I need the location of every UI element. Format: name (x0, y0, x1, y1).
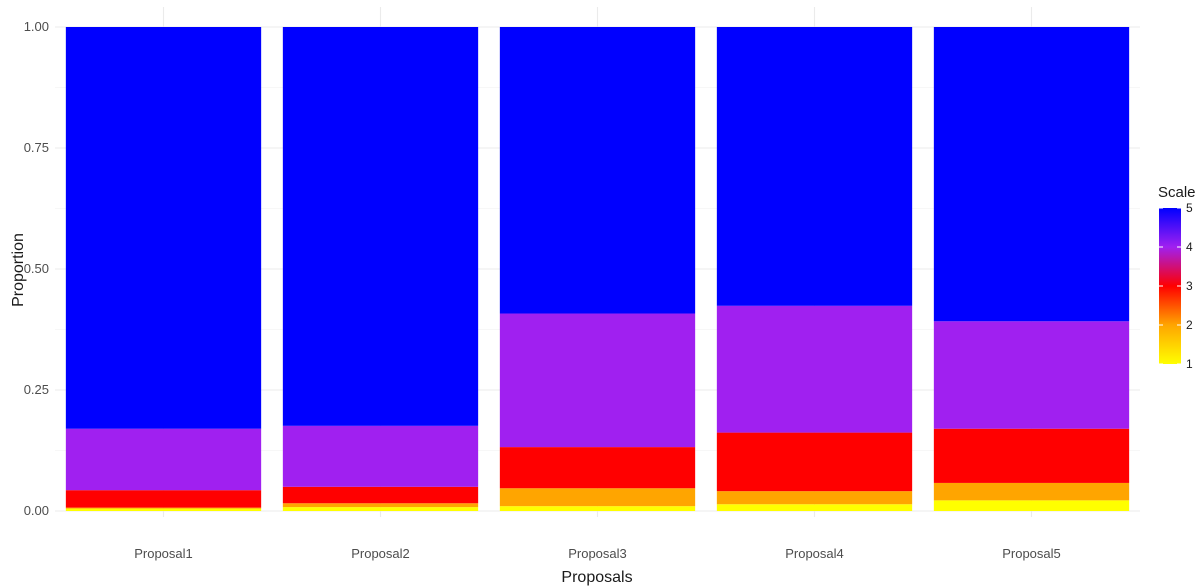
y-tick-label: 0.50 (24, 261, 49, 276)
bar-segment-proposal4-scale-4 (716, 305, 913, 433)
x-tick-label: Proposal3 (568, 546, 627, 561)
legend-tick-label: 3 (1186, 279, 1193, 293)
legend-ticks: 1 2 3 4 5 (1159, 201, 1193, 371)
x-tick-label: Proposal2 (351, 546, 410, 561)
bar-segment-proposal4-scale-5 (716, 27, 913, 306)
y-tick-label: 0.00 (24, 503, 49, 518)
bar-segment-proposal2-scale-2 (282, 503, 479, 508)
legend-title: Scale (1158, 184, 1196, 201)
x-axis-ticks: Proposal1 Proposal2 Proposal3 Proposal4 Prop… (134, 546, 1061, 561)
x-tick-label: Proposal4 (785, 546, 844, 561)
y-tick-label: 0.25 (24, 382, 49, 397)
bar-segment-proposal5-scale-2 (933, 482, 1130, 501)
legend-tick-label: 1 (1186, 357, 1193, 371)
bar-segment-proposal1-scale-1 (65, 508, 262, 511)
bar-segment-proposal3-scale-2 (499, 488, 696, 507)
bar-segment-proposal3-scale-3 (499, 447, 696, 489)
y-axis-title: Proportion (10, 233, 27, 307)
x-tick-label: Proposal5 (1002, 546, 1061, 561)
bar-segment-proposal5-scale-1 (933, 500, 1130, 511)
bar-segment-proposal2-scale-5 (282, 27, 479, 426)
bar-segment-proposal3-scale-1 (499, 506, 696, 511)
bar-segment-proposal3-scale-5 (499, 27, 696, 314)
bar-segment-proposal3-scale-4 (499, 313, 696, 448)
legend-tick-label: 2 (1186, 318, 1193, 332)
bars (65, 27, 1130, 511)
legend-tick-label: 4 (1186, 240, 1193, 254)
bar-segment-proposal1-scale-4 (65, 428, 262, 491)
legend-colorbar (1159, 208, 1181, 364)
bar-segment-proposal4-scale-1 (716, 504, 913, 511)
bar-segment-proposal1-scale-5 (65, 27, 262, 429)
x-axis-title: Proposals (561, 569, 632, 586)
bar-segment-proposal2-scale-4 (282, 425, 479, 487)
bar-segment-proposal1-scale-2 (65, 507, 262, 509)
bar-segment-proposal1-scale-3 (65, 490, 262, 508)
bar-segment-proposal5-scale-3 (933, 428, 1130, 483)
y-axis-ticks: 0.00 0.25 0.50 0.75 1.00 (24, 19, 49, 518)
bar-segment-proposal5-scale-5 (933, 27, 1130, 322)
bar-segment-proposal2-scale-3 (282, 486, 479, 504)
legend: Scale 1 2 3 4 5 (1158, 184, 1196, 371)
bar-segment-proposal2-scale-1 (282, 507, 479, 511)
bar-segment-proposal4-scale-3 (716, 432, 913, 492)
y-tick-label: 1.00 (24, 19, 49, 34)
bar-segment-proposal5-scale-4 (933, 321, 1130, 429)
bar-segment-proposal4-scale-2 (716, 491, 913, 505)
x-tick-label: Proposal1 (134, 546, 193, 561)
y-tick-label: 0.75 (24, 140, 49, 155)
legend-tick-label: 5 (1186, 201, 1193, 215)
